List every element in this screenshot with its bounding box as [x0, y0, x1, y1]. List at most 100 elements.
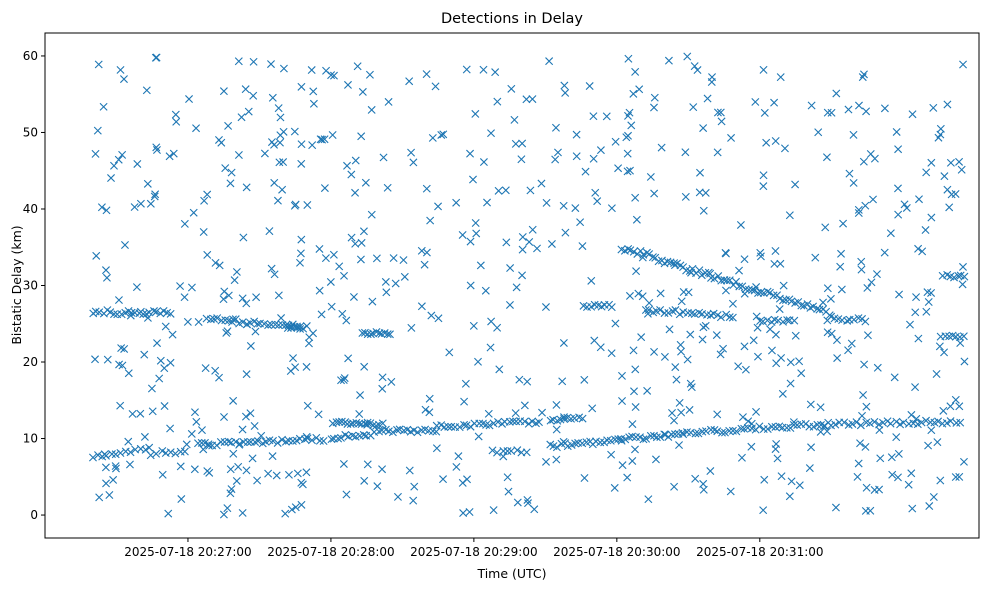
scatter-point: [663, 257, 672, 266]
scatter-point: [679, 430, 688, 439]
scatter-point: [894, 449, 903, 458]
scatter-point: [474, 357, 482, 366]
scatter-point: [865, 419, 874, 428]
scatter-point: [664, 56, 673, 65]
scatter-point: [171, 110, 180, 119]
scatter-point: [754, 289, 763, 298]
scatter-point: [951, 473, 960, 482]
scatter-point: [668, 307, 677, 316]
scatter-point: [844, 105, 853, 114]
x-tick-label: 2025-07-18 20:29:00: [410, 545, 537, 559]
scatter-point: [182, 440, 191, 449]
scatter-point: [155, 374, 164, 383]
scatter-point: [843, 316, 852, 325]
scatter-point: [303, 200, 312, 209]
scatter-point: [895, 290, 904, 299]
scatter-point: [525, 237, 534, 246]
scatter-point: [894, 145, 903, 154]
scatter-point: [763, 287, 772, 296]
scatter-point: [340, 271, 349, 280]
scatter-point: [190, 465, 199, 474]
scatter-point: [504, 487, 513, 496]
scatter-point: [373, 482, 382, 491]
scatter-point: [782, 423, 791, 432]
scatter-point: [716, 350, 725, 359]
scatter-point: [434, 202, 443, 211]
scatter-point: [143, 313, 152, 322]
scatter-point: [651, 455, 660, 464]
scatter-point: [192, 417, 201, 426]
scatter-point: [911, 308, 920, 317]
scatter-point: [476, 261, 485, 270]
scatter-point: [165, 152, 174, 161]
scatter-point: [859, 70, 868, 79]
scatter-point: [611, 137, 620, 146]
scatter-point: [512, 283, 521, 292]
scatter-point: [863, 283, 872, 292]
scatter-point: [766, 325, 775, 334]
scatter-point: [956, 418, 965, 427]
scatter-point: [941, 332, 950, 341]
scatter-point: [520, 417, 529, 426]
scatter-point: [463, 475, 472, 484]
scatter-point: [227, 168, 236, 177]
scatter-point: [469, 321, 478, 330]
scatter-point: [858, 73, 867, 82]
scatter-point: [596, 438, 605, 447]
scatter-point: [291, 363, 300, 372]
scatter-point: [765, 288, 774, 297]
scatter-point: [727, 133, 736, 142]
scatter-point: [908, 504, 917, 513]
scatter-point: [578, 414, 587, 423]
scatter-point: [827, 329, 836, 338]
scatter-point: [629, 89, 638, 98]
scatter-point: [393, 425, 402, 434]
scatter-point: [327, 302, 336, 311]
scatter-point: [274, 321, 283, 330]
scatter-point: [904, 480, 913, 489]
scatter-point: [697, 271, 706, 280]
scatter-point: [744, 417, 753, 426]
scatter-point: [93, 126, 102, 135]
scatter-point: [270, 178, 279, 187]
scatter-point: [735, 266, 744, 275]
scatter-point: [629, 247, 638, 256]
scatter-point: [407, 148, 416, 157]
scatter-point: [625, 433, 634, 442]
scatter-point: [580, 375, 589, 384]
scatter-point: [327, 71, 336, 80]
scatter-point: [237, 113, 246, 122]
scatter-point: [862, 402, 871, 411]
scatter-point: [667, 430, 676, 439]
scatter-point: [387, 377, 396, 386]
scatter-point: [890, 373, 899, 382]
scatter-points: [88, 52, 969, 519]
scatter-point: [267, 60, 275, 69]
scatter-point: [797, 369, 806, 378]
scatter-point: [537, 179, 546, 188]
y-tick-label: 60: [23, 49, 38, 63]
scatter-point: [831, 420, 840, 429]
scatter-point: [329, 71, 338, 80]
scatter-point: [753, 323, 762, 332]
scatter-point: [508, 417, 517, 426]
scatter-point: [343, 161, 352, 170]
scatter-point: [857, 257, 866, 266]
scatter-point: [816, 427, 825, 436]
scatter-point: [432, 421, 441, 430]
scatter-point: [482, 420, 491, 429]
scatter-point: [795, 357, 804, 366]
scatter-point: [918, 247, 927, 256]
scatter-point: [645, 299, 654, 308]
scatter-point: [291, 503, 300, 512]
scatter-point: [151, 190, 160, 199]
scatter-point: [664, 308, 673, 317]
scatter-point: [713, 410, 722, 419]
scatter-point: [771, 136, 780, 145]
scatter-point: [714, 272, 723, 281]
scatter-point: [856, 439, 865, 448]
scatter-point: [168, 330, 177, 339]
scatter-point: [520, 401, 529, 410]
scatter-point: [219, 295, 228, 304]
scatter-point: [229, 449, 238, 458]
